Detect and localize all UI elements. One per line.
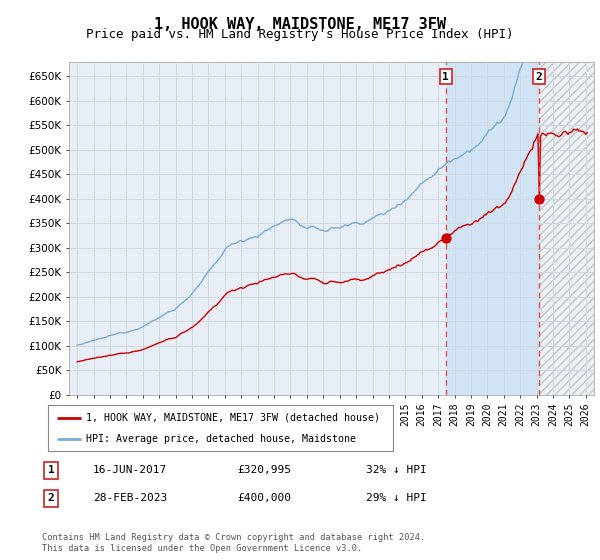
Text: HPI: Average price, detached house, Maidstone: HPI: Average price, detached house, Maid… <box>86 435 356 444</box>
Bar <box>539 62 600 395</box>
Text: Price paid vs. HM Land Registry's House Price Index (HPI): Price paid vs. HM Land Registry's House … <box>86 28 514 41</box>
Text: 2: 2 <box>47 493 55 503</box>
Text: 16-JUN-2017: 16-JUN-2017 <box>93 465 167 475</box>
Text: 1: 1 <box>442 72 449 82</box>
Text: 1, HOOK WAY, MAIDSTONE, ME17 3FW: 1, HOOK WAY, MAIDSTONE, ME17 3FW <box>154 17 446 32</box>
Text: 29% ↓ HPI: 29% ↓ HPI <box>366 493 427 503</box>
Text: £320,995: £320,995 <box>237 465 291 475</box>
Text: Contains HM Land Registry data © Crown copyright and database right 2024.
This d: Contains HM Land Registry data © Crown c… <box>42 533 425 553</box>
Text: £400,000: £400,000 <box>237 493 291 503</box>
Text: 1, HOOK WAY, MAIDSTONE, ME17 3FW (detached house): 1, HOOK WAY, MAIDSTONE, ME17 3FW (detach… <box>86 413 380 423</box>
Point <box>535 194 544 203</box>
Bar <box>539 62 600 395</box>
Text: 1: 1 <box>47 465 55 475</box>
Text: 32% ↓ HPI: 32% ↓ HPI <box>366 465 427 475</box>
Text: 2: 2 <box>536 72 542 82</box>
Bar <box>446 62 539 395</box>
Text: 28-FEB-2023: 28-FEB-2023 <box>93 493 167 503</box>
Point <box>441 233 451 242</box>
